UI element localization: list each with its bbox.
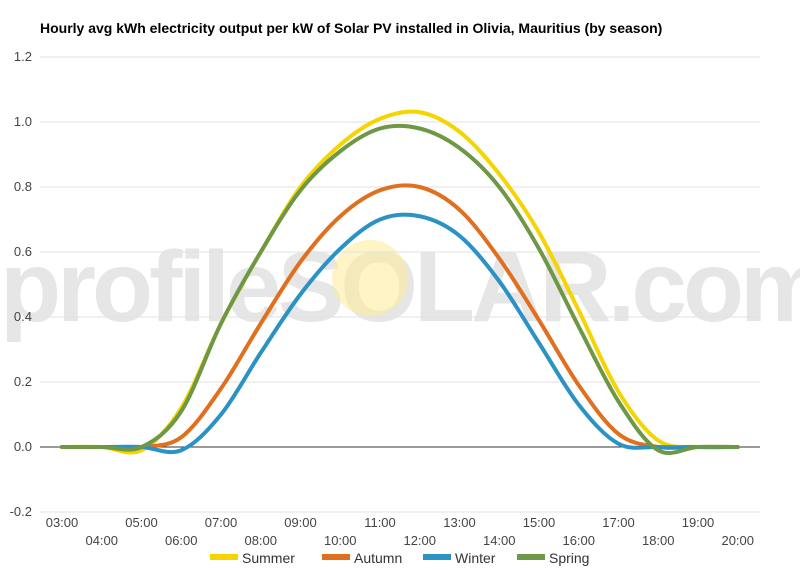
x-tick-label: 17:00 xyxy=(602,515,635,530)
series-line-spring xyxy=(60,123,740,456)
legend-swatch-summer xyxy=(210,554,238,560)
y-tick-label: 1.2 xyxy=(14,49,32,64)
watermark-sun-icon xyxy=(332,240,408,316)
x-tick-label: 05:00 xyxy=(125,515,158,530)
series-line-autumn xyxy=(60,183,740,450)
legend-label-spring: Spring xyxy=(549,550,589,566)
y-tick-label: -0.2 xyxy=(10,504,32,519)
y-tick-label: 0.8 xyxy=(14,179,32,194)
y-tick-label: 0.6 xyxy=(14,244,32,259)
y-tick-label: 0.4 xyxy=(14,309,32,324)
legend-label-autumn: Autumn xyxy=(354,550,402,566)
x-tick-label: 18:00 xyxy=(642,533,675,548)
x-axis-ticks: 03:00 04:00 05:00 06:00 07:00 08:00 09:00 10:00… xyxy=(46,515,754,548)
y-tick-label: 1.0 xyxy=(14,114,32,129)
legend-swatch-spring xyxy=(517,554,545,560)
x-tick-label: 19:00 xyxy=(682,515,715,530)
x-tick-label: 13:00 xyxy=(443,515,476,530)
x-tick-label: 14:00 xyxy=(483,533,516,548)
x-tick-label: 12:00 xyxy=(403,533,436,548)
y-tick-label: 0.2 xyxy=(14,374,32,389)
legend: Summer Autumn Winter Spring xyxy=(210,550,589,566)
x-tick-label: 10:00 xyxy=(324,533,357,548)
x-tick-label: 06:00 xyxy=(165,533,198,548)
legend-swatch-autumn xyxy=(322,554,350,560)
legend-label-winter: Winter xyxy=(455,550,496,566)
x-tick-label: 08:00 xyxy=(244,533,277,548)
x-tick-label: 04:00 xyxy=(85,533,118,548)
y-tick-label: 0.0 xyxy=(14,439,32,454)
legend-swatch-winter xyxy=(423,554,451,560)
x-tick-label: 16:00 xyxy=(562,533,595,548)
chart-title: Hourly avg kWh electricity output per kW… xyxy=(40,20,663,36)
legend-label-summer: Summer xyxy=(242,550,295,566)
x-tick-label: 15:00 xyxy=(523,515,556,530)
x-tick-label: 03:00 xyxy=(46,515,79,530)
x-tick-label: 11:00 xyxy=(364,515,396,530)
x-tick-label: 07:00 xyxy=(205,515,238,530)
x-tick-label: 09:00 xyxy=(284,515,317,530)
series-line-winter xyxy=(60,212,740,455)
series-lines xyxy=(60,109,740,456)
x-tick-label: 20:00 xyxy=(721,533,754,548)
y-axis-ticks: -0.2 0.0 0.2 0.4 0.6 0.8 1.0 1.2 xyxy=(10,49,32,519)
series-line-summer xyxy=(60,109,740,455)
